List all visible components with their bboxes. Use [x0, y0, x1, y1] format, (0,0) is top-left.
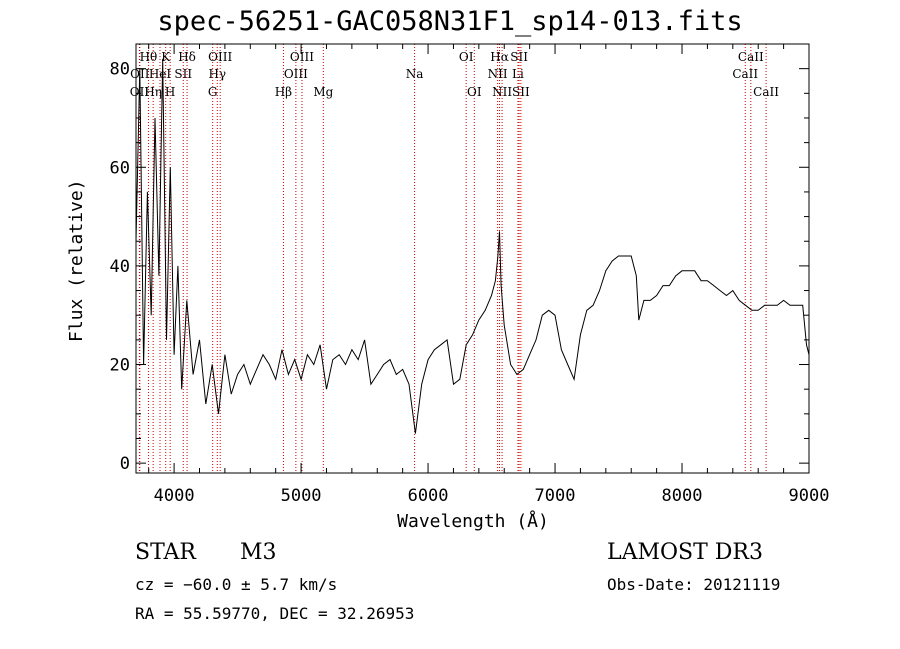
- spectral-line-label: SII: [512, 85, 530, 99]
- spectral-line-label: CaII: [753, 85, 779, 99]
- coordinates: RA = 55.59770, DEC = 32.26953: [135, 604, 415, 623]
- spectral-line-label: CaII: [738, 50, 764, 64]
- observation-date: Obs-Date: 20121119: [607, 575, 781, 594]
- spectral-line-label: Hγ: [208, 67, 226, 81]
- x-axis-ticks: 4000 5000 6000 7000 8000 9000: [148, 44, 830, 506]
- y-tick-label: 20: [110, 356, 130, 376]
- spectral-line-label: Hα: [490, 50, 509, 64]
- spectral-line-label: G: [208, 85, 218, 99]
- plot-frame: [135, 43, 810, 474]
- x-tick-label: 8000: [662, 486, 703, 506]
- spectral-line-label: Na: [406, 67, 424, 81]
- spectral-line-label: NII: [488, 67, 508, 81]
- spectral-line-label: SII: [174, 67, 192, 81]
- survey-name: LAMOST DR3: [607, 540, 763, 565]
- spectral-line-label: OI: [467, 85, 482, 99]
- spectral-line-labels: OIIHθOIIHηHeIKHSIIHδGHγOIIIHβOIIIOIIIMgN…: [130, 50, 779, 99]
- x-axis-label: Wavelength (Å): [397, 511, 549, 532]
- spectrum-series-line: [135, 58, 810, 434]
- spectral-line-markers: [138, 44, 767, 473]
- y-tick-label: 80: [110, 60, 130, 80]
- spectral-line-label: OIII: [290, 50, 314, 64]
- y-axis-ticks: 0 20 40 60 80: [110, 60, 809, 474]
- object-subclass: M3: [240, 540, 277, 565]
- spectral-line-label: H: [165, 85, 175, 99]
- spectral-line-label: Hδ: [178, 50, 196, 64]
- x-tick-label: 9000: [789, 486, 830, 506]
- spectral-line-label: HeI: [149, 67, 172, 81]
- spectral-line-label: CaII: [732, 67, 758, 81]
- spectral-line-label: Li: [512, 67, 524, 81]
- spectral-line-label: NII: [492, 85, 512, 99]
- y-tick-label: 40: [110, 257, 130, 277]
- x-tick-label: 5000: [281, 486, 322, 506]
- chart-title: spec-56251-GAC058N31F1_sp14-013.fits: [157, 6, 743, 37]
- y-tick-label: 60: [110, 158, 130, 178]
- spectral-line-label: K: [161, 50, 171, 64]
- object-class: STAR: [135, 540, 196, 565]
- spectral-line-label: OIII: [208, 50, 232, 64]
- y-axis-label: Flux (relative): [66, 179, 87, 342]
- y-tick-label: 0: [120, 454, 130, 474]
- spectral-line-label: Hη: [144, 85, 162, 99]
- redshift-velocity: cz = −60.0 ± 5.7 km/s: [135, 575, 338, 594]
- spectral-line-label: Hβ: [275, 85, 292, 99]
- spectral-line-label: SII: [510, 50, 528, 64]
- x-tick-label: 4000: [154, 486, 195, 506]
- spectral-line-label: Mg: [313, 85, 333, 99]
- spectral-line-label: OIII: [284, 67, 308, 81]
- x-tick-label: 7000: [535, 486, 576, 506]
- spectral-line-label: OI: [459, 50, 474, 64]
- spectral-line-label: Hθ: [140, 50, 158, 64]
- x-tick-label: 6000: [408, 486, 449, 506]
